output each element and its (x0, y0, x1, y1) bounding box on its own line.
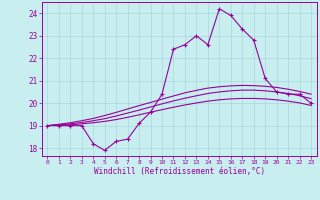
X-axis label: Windchill (Refroidissement éolien,°C): Windchill (Refroidissement éolien,°C) (94, 167, 265, 176)
